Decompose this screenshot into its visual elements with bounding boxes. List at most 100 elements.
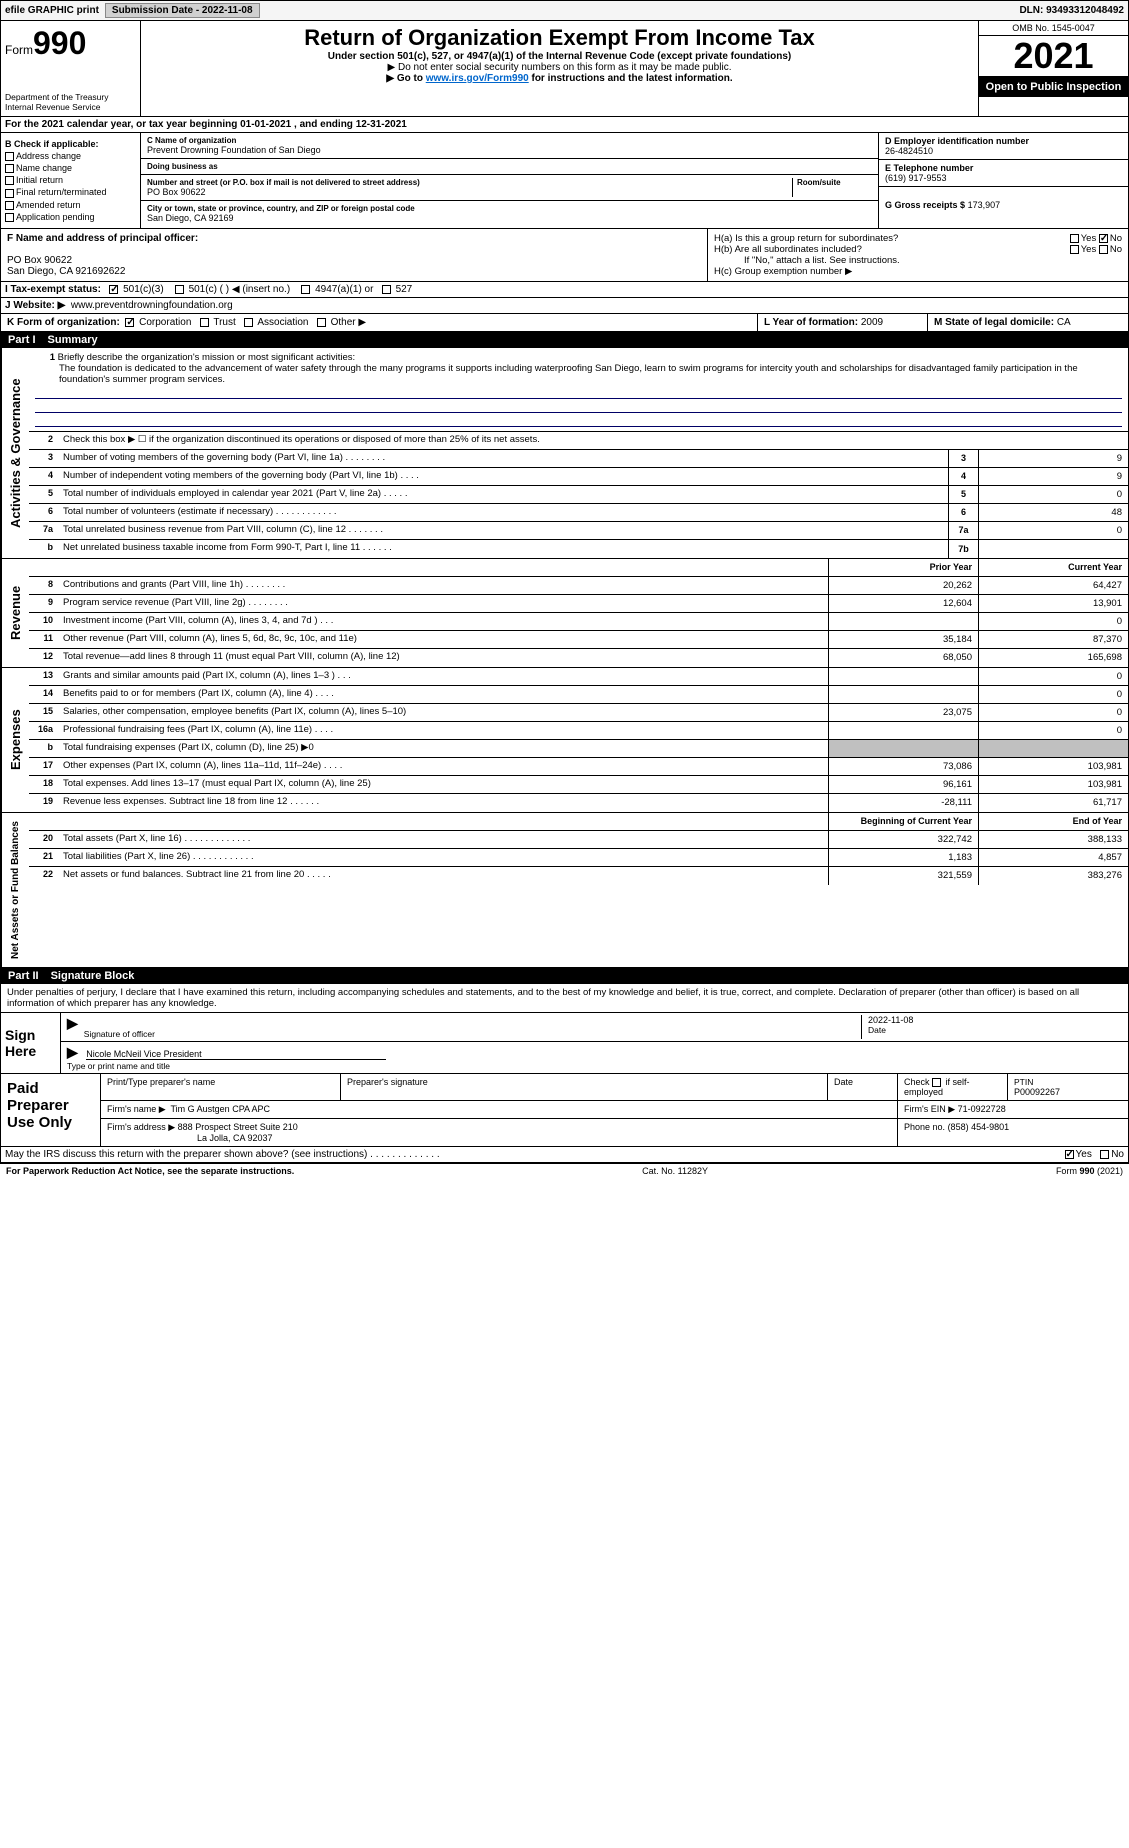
check-initial[interactable]: Initial return — [5, 175, 136, 185]
org-name: Prevent Drowning Foundation of San Diego — [147, 145, 872, 155]
table-row: 14Benefits paid to or for members (Part … — [29, 686, 1128, 704]
h-a-yesno: Yes No — [1070, 233, 1122, 244]
table-row: 12Total revenue—add lines 8 through 11 (… — [29, 649, 1128, 667]
subtitle-1: Under section 501(c), 527, or 4947(a)(1)… — [145, 51, 974, 62]
check-name[interactable]: Name change — [5, 163, 136, 173]
table-row: 10Investment income (Part VIII, column (… — [29, 613, 1128, 631]
table-row: 7aTotal unrelated business revenue from … — [29, 522, 1128, 540]
table-row: bNet unrelated business taxable income f… — [29, 540, 1128, 558]
check-no-icon — [1099, 234, 1108, 243]
table-row: 4Number of independent voting members of… — [29, 468, 1128, 486]
paid-preparer-label: Paid Preparer Use Only — [1, 1074, 101, 1146]
pointer-icon: ▶ — [67, 1015, 78, 1039]
dln: DLN: 93493312048492 — [1019, 5, 1124, 16]
box-DEG: D Employer identification number 26-4824… — [878, 133, 1128, 228]
omb-number: OMB No. 1545-0047 — [979, 21, 1128, 36]
subtitle-3: ▶ Go to www.irs.gov/Form990 for instruct… — [145, 73, 974, 84]
table-row: 2Check this box ▶ ☐ if the organization … — [29, 432, 1128, 450]
discuss-no-check[interactable] — [1100, 1150, 1109, 1159]
sign-here-label: Sign Here — [1, 1013, 61, 1073]
part-2-header: Part II Signature Block — [0, 968, 1129, 984]
irs-label: Internal Revenue Service — [5, 102, 136, 112]
table-row: 17Other expenses (Part IX, column (A), l… — [29, 758, 1128, 776]
table-row: 19Revenue less expenses. Subtract line 1… — [29, 794, 1128, 812]
efile-topbar: efile GRAPHIC print Submission Date - 20… — [0, 0, 1129, 21]
col-header-row: Prior Year Current Year — [29, 559, 1128, 577]
table-row: 8Contributions and grants (Part VIII, li… — [29, 577, 1128, 595]
block-revenue: Revenue Prior Year Current Year 8Contrib… — [0, 559, 1129, 668]
officer-addr2: San Diego, CA 921692622 — [7, 266, 701, 277]
irs-link[interactable]: www.irs.gov/Form990 — [426, 73, 529, 84]
telephone: (619) 917-9553 — [885, 173, 1122, 183]
block-netassets: Net Assets or Fund Balances Beginning of… — [0, 813, 1129, 968]
form-number: Form990 — [5, 25, 136, 62]
table-row: 5Total number of individuals employed in… — [29, 486, 1128, 504]
page-footer: For Paperwork Reduction Act Notice, see … — [0, 1163, 1129, 1178]
paid-preparer-block: Paid Preparer Use Only Print/Type prepar… — [0, 1074, 1129, 1147]
line-A: For the 2021 calendar year, or tax year … — [0, 117, 1129, 133]
open-to-public: Open to Public Inspection — [979, 77, 1128, 97]
ein: 26-4824510 — [885, 146, 1122, 156]
submission-date-button[interactable]: Submission Date - 2022-11-08 — [105, 3, 260, 18]
officer-name: Nicole McNeil Vice President — [86, 1049, 386, 1060]
table-row: 15Salaries, other compensation, employee… — [29, 704, 1128, 722]
check-self-employed[interactable] — [932, 1078, 941, 1087]
website: www.preventdrowningfoundation.org — [71, 300, 233, 311]
mission-block: 1 Briefly describe the organization's mi… — [29, 348, 1128, 432]
check-501c3-icon — [109, 285, 118, 294]
street-address: PO Box 90622 — [147, 187, 792, 197]
col-header-row-2: Beginning of Current Year End of Year — [29, 813, 1128, 831]
header-center: Return of Organization Exempt From Incom… — [141, 21, 978, 116]
city-state-zip: San Diego, CA 92169 — [147, 213, 872, 223]
table-row: bTotal fundraising expenses (Part IX, co… — [29, 740, 1128, 758]
year-formation: 2009 — [861, 317, 883, 328]
vlabel-expenses: Expenses — [1, 668, 29, 812]
vlabel-revenue: Revenue — [1, 559, 29, 667]
firm-addr2: La Jolla, CA 92037 — [107, 1133, 273, 1143]
box-C: C Name of organization Prevent Drowning … — [141, 133, 878, 228]
section-BCD: B Check if applicable: Address change Na… — [0, 133, 1129, 229]
firm-ein: 71-0922728 — [958, 1104, 1006, 1114]
header-right: OMB No. 1545-0047 2021 Open to Public In… — [978, 21, 1128, 116]
table-row: 3Number of voting members of the governi… — [29, 450, 1128, 468]
efile-label: efile GRAPHIC print — [5, 5, 99, 16]
subtitle-2: ▶ Do not enter social security numbers o… — [145, 62, 974, 73]
mission-text: The foundation is dedicated to the advan… — [35, 363, 1122, 385]
vlabel-netassets: Net Assets or Fund Balances — [1, 813, 29, 967]
ptin: P00092267 — [1014, 1087, 1122, 1097]
form-header: Form990 Department of the Treasury Inter… — [0, 21, 1129, 117]
check-address[interactable]: Address change — [5, 151, 136, 161]
discuss-yes-check-icon — [1065, 1150, 1074, 1159]
table-row: 18Total expenses. Add lines 13–17 (must … — [29, 776, 1128, 794]
header-left: Form990 Department of the Treasury Inter… — [1, 21, 141, 116]
table-row: 11Other revenue (Part VIII, column (A), … — [29, 631, 1128, 649]
check-corp-icon — [125, 318, 134, 327]
tax-year: 2021 — [979, 36, 1128, 77]
part-1-header: Part I Summary — [0, 332, 1129, 348]
gross-receipts: 173,907 — [968, 200, 1001, 210]
state-domicile: CA — [1057, 317, 1071, 328]
table-row: 20Total assets (Part X, line 16) . . . .… — [29, 831, 1128, 849]
table-row: 6Total number of volunteers (estimate if… — [29, 504, 1128, 522]
table-row: 16aProfessional fundraising fees (Part I… — [29, 722, 1128, 740]
form-footer-right: Form 990 (2021) — [1056, 1166, 1123, 1176]
sign-here-block: Sign Here ▶ Signature of officer 2022-11… — [0, 1013, 1129, 1074]
officer-addr1: PO Box 90622 — [7, 255, 701, 266]
check-pending[interactable]: Application pending — [5, 212, 136, 222]
check-amended[interactable]: Amended return — [5, 200, 136, 210]
discuss-row: May the IRS discuss this return with the… — [0, 1147, 1129, 1163]
block-expenses: Expenses 13Grants and similar amounts pa… — [0, 668, 1129, 813]
section-FH: F Name and address of principal officer:… — [0, 229, 1129, 282]
table-row: 9Program service revenue (Part VIII, lin… — [29, 595, 1128, 613]
table-row: 21Total liabilities (Part X, line 26) . … — [29, 849, 1128, 867]
table-row: 22Net assets or fund balances. Subtract … — [29, 867, 1128, 885]
box-I: I Tax-exempt status: 501(c)(3) 501(c) ( … — [0, 282, 1129, 298]
check-final[interactable]: Final return/terminated — [5, 187, 136, 197]
firm-name: Tim G Austgen CPA APC — [171, 1104, 271, 1114]
dept-treasury: Department of the Treasury — [5, 92, 136, 102]
box-J: J Website: ▶ www.preventdrowningfoundati… — [0, 298, 1129, 314]
box-B: B Check if applicable: Address change Na… — [1, 133, 141, 228]
h-b-yesno: Yes No — [1070, 244, 1122, 255]
table-row: 13Grants and similar amounts paid (Part … — [29, 668, 1128, 686]
sign-date: 2022-11-08 — [868, 1015, 1122, 1025]
